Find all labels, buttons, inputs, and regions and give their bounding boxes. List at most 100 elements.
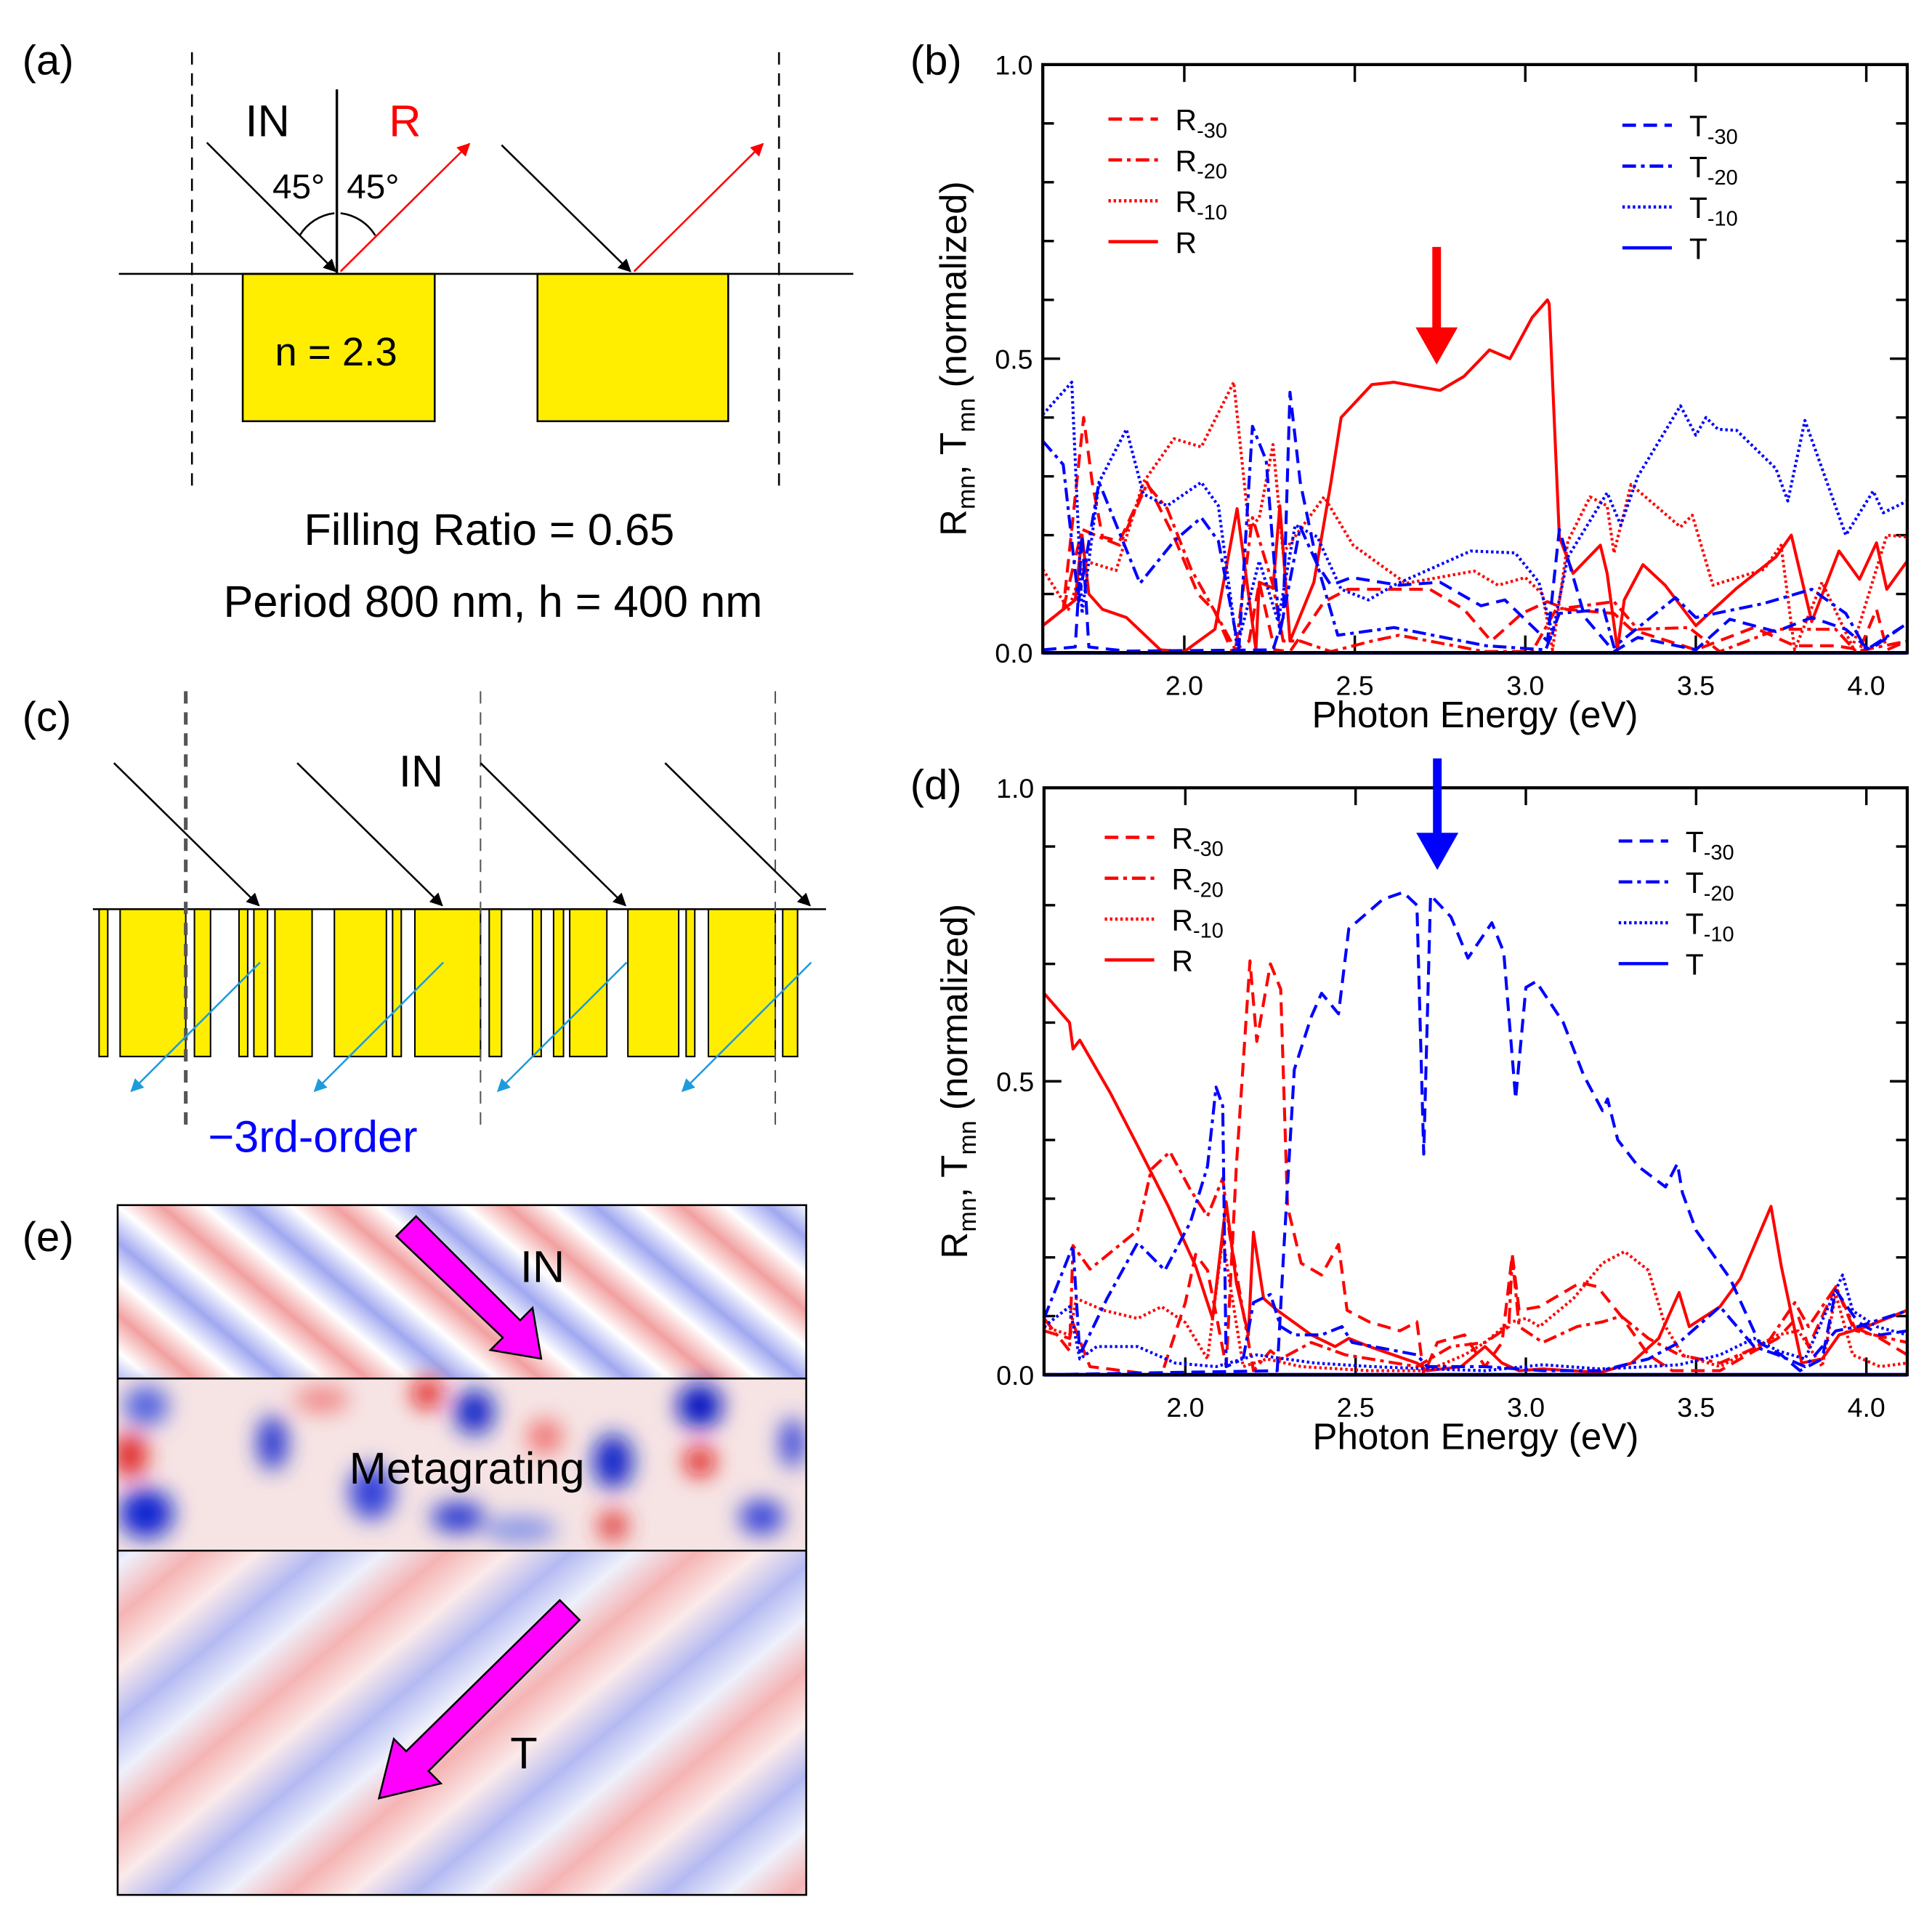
reflected-arrow-2	[633, 142, 764, 272]
y-axis-label-part: , T	[933, 432, 974, 475]
reflected-arrow-1	[339, 142, 471, 272]
panel-e-label: (e)	[23, 1214, 74, 1261]
panel-label: (b)	[910, 38, 962, 84]
legend-label: T-20	[1689, 150, 1738, 190]
legend-symbol: T	[1686, 948, 1704, 982]
legend-symbol: R	[1171, 903, 1193, 937]
legend-symbol: R	[1171, 862, 1193, 896]
diffraction-order-label: −3rd-order	[208, 1112, 417, 1162]
plot-frame	[1041, 62, 1909, 655]
grating-block-1	[241, 272, 436, 423]
y-tick-label: 0.5	[996, 1067, 1034, 1097]
diffracted-arrow	[496, 961, 628, 1093]
y-tick-label: 1.0	[995, 50, 1032, 81]
y-tick-label: 0.5	[995, 344, 1032, 374]
series-line-R-30	[1041, 416, 1908, 653]
legend-label: R-30	[1171, 822, 1223, 861]
legend-label: T-30	[1686, 825, 1734, 865]
y-axis-label-part: , T	[934, 1155, 975, 1198]
incident-label: IN	[520, 1242, 565, 1292]
y-axis-label-part: (normalized)	[933, 181, 974, 397]
series-line-T-10	[1041, 381, 1908, 649]
metagrating-bar	[334, 908, 387, 1058]
panel-c-label: (c)	[23, 694, 72, 740]
legend-label: R-20	[1171, 862, 1223, 902]
angle-arc-right	[340, 212, 376, 236]
metagrating-bar	[488, 908, 503, 1058]
legend-subscript: -30	[1704, 841, 1734, 865]
y-axis-label-subscript: mn	[954, 1120, 982, 1154]
y-axis-label-part: R	[933, 509, 974, 536]
chart-b: (b)0.00.51.02.0 2.5 3.0 3.5 4.0R-30R-20R-10R…	[910, 38, 1909, 735]
period-text: Period 800 nm, h = 400 nm	[223, 577, 762, 627]
metagrating-bar	[685, 908, 696, 1058]
metagrating-bar	[274, 908, 313, 1058]
x-axis-label: Photon Energy (eV)	[1312, 1415, 1638, 1457]
incident-wave-arrow	[395, 1215, 543, 1360]
x-tick-label: 2.5	[1337, 1392, 1375, 1423]
legend-label: R-10	[1176, 185, 1227, 225]
legend-subscript: -10	[1704, 923, 1734, 947]
y-tick-label: 0.0	[995, 638, 1032, 668]
y-tick-label: 0.0	[996, 1360, 1034, 1391]
panel-c: (c) IN −3rd-order	[23, 691, 826, 1162]
panel-a-label: (a)	[23, 38, 74, 84]
incident-arrow	[113, 762, 260, 907]
metagrating-bar	[392, 908, 403, 1058]
metagrating-bar	[413, 908, 482, 1058]
x-tick-label: 3.5	[1677, 1392, 1715, 1423]
legend-subscript: -20	[1707, 166, 1738, 190]
angle-left-label: 45°	[272, 168, 325, 206]
incident-arrow	[480, 762, 627, 907]
legend-label: R-10	[1171, 903, 1223, 942]
panel-e: (e)	[23, 1204, 807, 1896]
diffracted-arrow	[681, 961, 812, 1093]
x-tick-label: 4.0	[1848, 670, 1885, 700]
incident-label: IN	[399, 747, 443, 797]
legend-label: T	[1689, 232, 1707, 265]
legend-subscript: -30	[1193, 838, 1224, 861]
incident-arrow	[664, 762, 812, 907]
legend-symbol: R	[1171, 822, 1193, 855]
transmitted-label: T	[510, 1728, 537, 1779]
metagrating-bar	[569, 908, 608, 1058]
legend-symbol: T	[1689, 110, 1707, 143]
plot-frame	[1042, 786, 1909, 1377]
legend-label: T-20	[1686, 866, 1734, 905]
metagrating-label: Metagrating	[349, 1444, 585, 1494]
legend-subscript: -10	[1197, 201, 1227, 225]
series-line-R	[1043, 992, 1908, 1375]
legend-symbol: T	[1686, 907, 1704, 940]
x-tick-label: 2.0	[1165, 670, 1203, 700]
legend-subscript: -10	[1193, 920, 1224, 943]
series-line-T-20	[1042, 1085, 1908, 1372]
incident-arrow	[296, 762, 443, 907]
series-line-T-10	[1043, 1273, 1908, 1372]
legend-symbol: T	[1686, 866, 1704, 899]
series-line-R-20	[1041, 482, 1908, 653]
metagrating-field-blobs	[117, 1378, 805, 1542]
series-line-R-10	[1041, 381, 1908, 652]
series-line-R-20	[1043, 1150, 1908, 1372]
x-tick-label: 3.0	[1507, 1392, 1545, 1423]
x-tick-label: 4.0	[1848, 1392, 1885, 1423]
refractive-index-label: n = 2.3	[275, 330, 397, 374]
y-axis-label-part: (normalized)	[934, 904, 975, 1120]
y-axis-label: Rmn, Tmn (normalized)	[933, 181, 981, 536]
legend-subscript: -10	[1707, 207, 1738, 230]
panel-label: (d)	[910, 762, 962, 809]
legend-symbol: T	[1689, 150, 1707, 184]
x-tick-label: 2.5	[1336, 670, 1374, 700]
series-line-T-20	[1041, 424, 1905, 652]
legend-label: R	[1176, 226, 1197, 259]
y-axis-label-subscript: mn	[953, 398, 980, 432]
legend-symbol: T	[1686, 825, 1704, 859]
legend-subscript: -30	[1197, 119, 1227, 142]
metagrating-bar	[98, 908, 109, 1058]
legend-label: T-10	[1686, 907, 1734, 946]
legend-label: T-30	[1689, 110, 1738, 149]
series-line-R-30	[1043, 959, 1908, 1377]
incident-arrow-2	[501, 144, 631, 272]
x-tick-label: 3.0	[1506, 670, 1544, 700]
